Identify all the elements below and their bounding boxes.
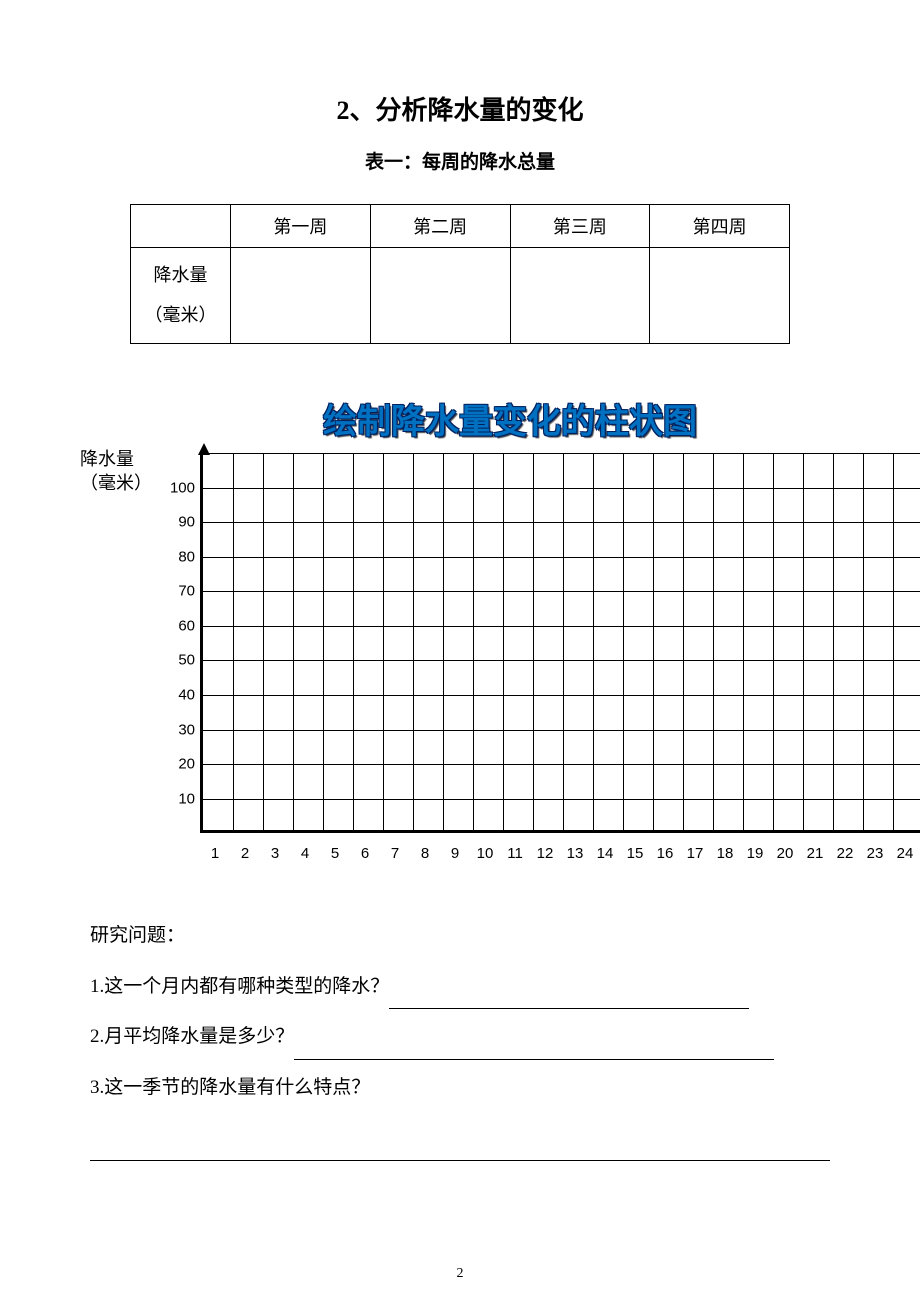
grid-horizontal-line bbox=[203, 660, 920, 661]
x-tick-label: 21 bbox=[807, 845, 824, 862]
grid-horizontal-line bbox=[203, 488, 920, 489]
chart-container: 降水量 （毫米） 102030405060708090100 日期 123456… bbox=[80, 453, 830, 833]
grid-vertical-line bbox=[563, 453, 564, 830]
x-tick-label: 14 bbox=[597, 845, 614, 862]
table-col-header: 第三周 bbox=[510, 205, 650, 248]
grid-vertical-line bbox=[743, 453, 744, 830]
x-tick-label: 12 bbox=[537, 845, 554, 862]
y-tick-label: 70 bbox=[160, 583, 195, 600]
y-tick-label: 40 bbox=[160, 687, 195, 704]
table-col-header: 第二周 bbox=[370, 205, 510, 248]
grid-vertical-line bbox=[233, 453, 234, 830]
x-tick-label: 3 bbox=[271, 845, 279, 862]
question-3: 3.这一季节的降水量有什么特点？ bbox=[90, 1065, 830, 1111]
grid-vertical-line bbox=[323, 453, 324, 830]
weekly-precipitation-table: 第一周 第二周 第三周 第四周 降水量 （毫米） bbox=[130, 204, 790, 344]
grid-vertical-line bbox=[263, 453, 264, 830]
x-tick-label: 19 bbox=[747, 845, 764, 862]
x-tick-label: 1 bbox=[211, 845, 219, 862]
y-tick-label: 100 bbox=[160, 479, 195, 496]
x-tick-label: 22 bbox=[837, 845, 854, 862]
answer-line bbox=[389, 1008, 749, 1009]
grid-horizontal-line bbox=[203, 557, 920, 558]
grid-vertical-line bbox=[413, 453, 414, 830]
grid-vertical-line bbox=[653, 453, 654, 830]
x-tick-label: 24 bbox=[897, 845, 914, 862]
table-cell bbox=[650, 248, 790, 344]
grid-horizontal-line bbox=[203, 730, 920, 731]
x-tick-label: 2 bbox=[241, 845, 249, 862]
y-tick-label: 90 bbox=[160, 514, 195, 531]
grid-horizontal-line bbox=[203, 453, 920, 454]
chart-area: 102030405060708090100 日期 123456789101112… bbox=[200, 453, 830, 833]
table-data-row: 降水量 （毫米） bbox=[131, 248, 790, 344]
question-1: 1.这一个月内都有哪种类型的降水？ bbox=[90, 964, 830, 1010]
grid-horizontal-line bbox=[203, 591, 920, 592]
grid-horizontal-line bbox=[203, 522, 920, 523]
grid-vertical-line bbox=[863, 453, 864, 830]
grid-horizontal-line bbox=[203, 695, 920, 696]
chart-title: 绘制降水量变化的柱状图 bbox=[190, 394, 830, 443]
x-tick-label: 10 bbox=[477, 845, 494, 862]
y-tick-label: 60 bbox=[160, 617, 195, 634]
x-tick-label: 5 bbox=[331, 845, 339, 862]
grid-vertical-line bbox=[773, 453, 774, 830]
grid-vertical-line bbox=[623, 453, 624, 830]
grid-vertical-line bbox=[833, 453, 834, 830]
x-tick-label: 9 bbox=[451, 845, 459, 862]
grid-vertical-line bbox=[383, 453, 384, 830]
y-tick-label: 30 bbox=[160, 721, 195, 738]
table-subtitle: 表一：每周的降水总量 bbox=[90, 147, 830, 174]
grid-vertical-line bbox=[443, 453, 444, 830]
questions-section: 研究问题： 1.这一个月内都有哪种类型的降水？ 2.月平均降水量是多少？ 3.这… bbox=[90, 913, 830, 1160]
x-tick-label: 7 bbox=[391, 845, 399, 862]
grid-vertical-line bbox=[473, 453, 474, 830]
table-corner-cell bbox=[131, 205, 231, 248]
grid-horizontal-line bbox=[203, 626, 920, 627]
x-tick-label: 18 bbox=[717, 845, 734, 862]
grid-vertical-line bbox=[533, 453, 534, 830]
grid-horizontal-line bbox=[203, 764, 920, 765]
grid-horizontal-line bbox=[203, 799, 920, 800]
x-tick-label: 11 bbox=[507, 845, 523, 862]
x-tick-label: 17 bbox=[687, 845, 704, 862]
x-tick-label: 6 bbox=[361, 845, 369, 862]
x-tick-label: 13 bbox=[567, 845, 584, 862]
table-header-row: 第一周 第二周 第三周 第四周 bbox=[131, 205, 790, 248]
y-tick-label: 50 bbox=[160, 652, 195, 669]
x-tick-label: 15 bbox=[627, 845, 644, 862]
table-col-header: 第四周 bbox=[650, 205, 790, 248]
grid-vertical-line bbox=[593, 453, 594, 830]
table-row-header: 降水量 （毫米） bbox=[131, 248, 231, 344]
chart-grid bbox=[200, 453, 920, 833]
grid-vertical-line bbox=[893, 453, 894, 830]
grid-vertical-line bbox=[683, 453, 684, 830]
question-2: 2.月平均降水量是多少？ bbox=[90, 1014, 830, 1060]
x-tick-label: 23 bbox=[867, 845, 884, 862]
table-cell bbox=[231, 248, 371, 344]
grid-vertical-line bbox=[353, 453, 354, 830]
table-cell bbox=[370, 248, 510, 344]
y-tick-label: 10 bbox=[160, 790, 195, 807]
grid-vertical-line bbox=[503, 453, 504, 830]
table-col-header: 第一周 bbox=[231, 205, 371, 248]
x-tick-label: 8 bbox=[421, 845, 429, 862]
page-number: 2 bbox=[457, 1266, 464, 1282]
y-tick-label: 20 bbox=[160, 756, 195, 773]
answer-line bbox=[90, 1131, 830, 1161]
grid-vertical-line bbox=[293, 453, 294, 830]
x-tick-label: 16 bbox=[657, 845, 674, 862]
x-tick-label: 20 bbox=[777, 845, 794, 862]
x-tick-label: 4 bbox=[301, 845, 309, 862]
y-tick-label: 80 bbox=[160, 548, 195, 565]
grid-vertical-line bbox=[803, 453, 804, 830]
questions-header: 研究问题： bbox=[90, 913, 830, 959]
grid-vertical-line bbox=[713, 453, 714, 830]
answer-line bbox=[294, 1059, 774, 1060]
y-axis-label: 降水量 （毫米） bbox=[80, 448, 152, 495]
page-title: 2、分析降水量的变化 bbox=[90, 90, 830, 127]
table-cell bbox=[510, 248, 650, 344]
